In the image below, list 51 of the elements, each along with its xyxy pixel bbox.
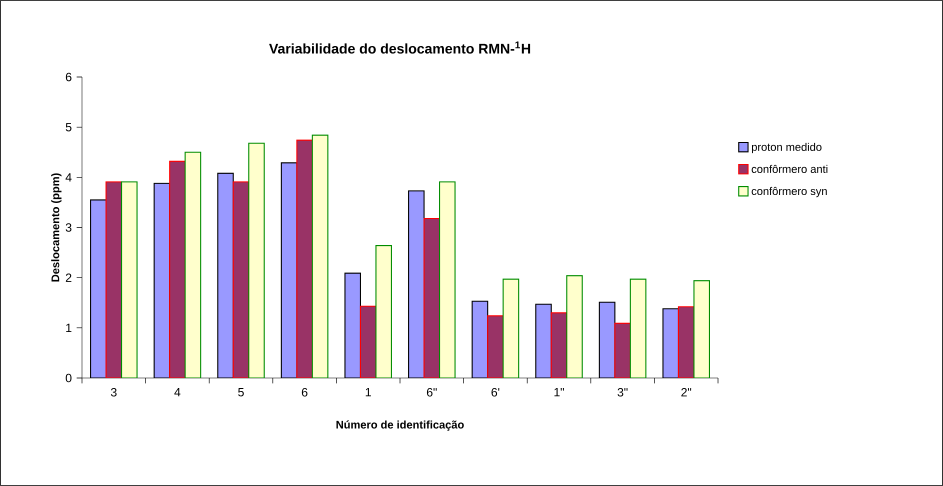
bar xyxy=(312,134,328,378)
y-tick-label: 2 xyxy=(66,273,72,282)
x-tick-label: 6" xyxy=(426,388,437,397)
bar xyxy=(106,181,122,378)
bar xyxy=(472,300,488,378)
bar xyxy=(248,142,265,378)
bar xyxy=(598,302,616,378)
x-tick-label: 6' xyxy=(492,388,500,397)
legend-label: confôrmero syn xyxy=(752,186,827,198)
x-axis-title: Número de identificação xyxy=(336,420,464,431)
bar xyxy=(678,306,694,378)
bar xyxy=(217,172,234,378)
bar xyxy=(487,315,504,378)
x-tick-label: 6 xyxy=(302,388,308,397)
y-axis-title: Deslocamento (ppm) xyxy=(51,173,62,282)
y-tick-label: 6 xyxy=(66,72,72,82)
x-tick-label: 2" xyxy=(681,388,692,396)
bar xyxy=(154,182,170,378)
bar xyxy=(630,278,646,378)
bar xyxy=(424,218,440,378)
bar xyxy=(502,278,520,378)
bar xyxy=(121,181,138,378)
bar xyxy=(693,280,710,378)
x-tick-label: 5 xyxy=(238,388,244,396)
bar xyxy=(614,322,631,378)
x-tick-label: 3" xyxy=(618,388,628,397)
y-tick-label: 5 xyxy=(66,122,72,132)
x-tick-label: 1" xyxy=(554,388,564,396)
x-tick-label: 4 xyxy=(174,388,180,396)
legend-label: confôrmero anti xyxy=(752,164,828,173)
bar xyxy=(439,181,456,378)
chart-title: Variabilidade do deslocamento RMN-$^{1}$H xyxy=(269,41,530,54)
bar xyxy=(360,306,376,378)
y-tick-label: 4 xyxy=(66,173,72,182)
x-tick-label: 1 xyxy=(366,388,371,396)
bar xyxy=(169,160,186,378)
bar xyxy=(90,199,107,378)
bar xyxy=(566,275,583,378)
bar xyxy=(232,181,250,378)
bar xyxy=(344,272,361,378)
legend-label: proton medido xyxy=(752,142,822,154)
bar xyxy=(296,140,313,378)
y-tick-label: 0 xyxy=(66,374,72,382)
bar xyxy=(280,162,298,378)
bar xyxy=(408,190,425,378)
y-tick-label: 1 xyxy=(66,324,72,332)
y-tick-label: 3 xyxy=(66,223,72,232)
bar xyxy=(662,308,679,378)
x-tick-label: 3 xyxy=(110,388,117,397)
bar xyxy=(184,152,202,378)
bar xyxy=(375,245,392,378)
